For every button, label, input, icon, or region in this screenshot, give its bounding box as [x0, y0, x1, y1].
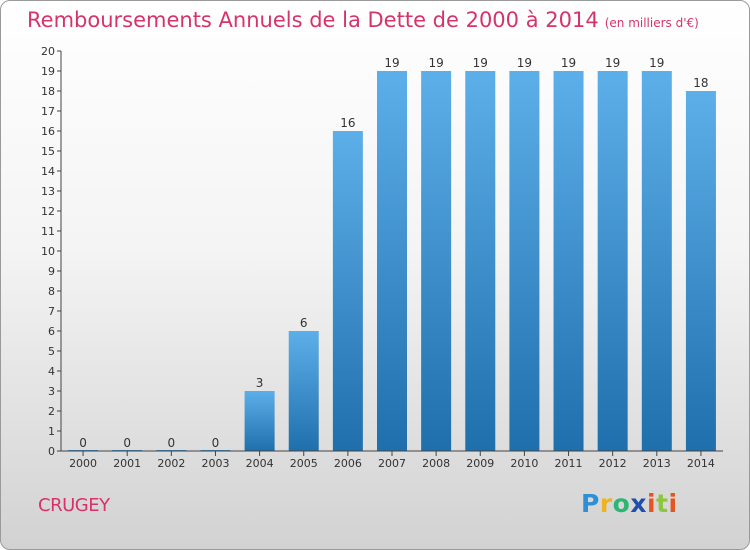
y-tick-label: 17	[41, 105, 55, 118]
y-tick-label: 2	[48, 405, 55, 418]
x-tick-label: 2002	[157, 457, 185, 470]
data-label: 6	[300, 316, 308, 330]
logo-letter: t	[656, 489, 669, 518]
y-tick-label: 11	[41, 225, 55, 238]
chart-title-text: Remboursements Annuels de la Dette de 20…	[27, 8, 599, 32]
logo-letter: P	[581, 489, 600, 518]
bar	[641, 71, 672, 451]
data-label: 19	[649, 56, 664, 70]
y-tick-label: 8	[48, 285, 55, 298]
bar	[332, 131, 363, 451]
y-tick-label: 20	[41, 45, 55, 58]
data-label: 19	[517, 56, 532, 70]
data-label: 18	[693, 76, 708, 90]
data-label: 0	[123, 436, 131, 450]
bar	[597, 71, 628, 451]
data-label: 19	[428, 56, 443, 70]
logo-letter: o	[612, 489, 631, 518]
commune-name: CRUGEY	[38, 495, 110, 516]
y-tick-label: 19	[41, 65, 55, 78]
bar	[244, 391, 275, 451]
x-tick-label: 2003	[201, 457, 229, 470]
x-tick-label: 2000	[69, 457, 97, 470]
x-tick-label: 2006	[334, 457, 362, 470]
data-label: 19	[605, 56, 620, 70]
data-label: 0	[79, 436, 87, 450]
bar	[685, 91, 716, 451]
logo-letter: r	[599, 489, 613, 518]
logo-letter: i	[647, 489, 657, 518]
y-tick-label: 16	[41, 125, 55, 138]
chart-unit: (en milliers d'€)	[604, 16, 699, 30]
y-tick-label: 7	[48, 305, 55, 318]
x-tick-label: 2014	[687, 457, 715, 470]
data-label: 19	[384, 56, 399, 70]
y-tick-label: 5	[48, 345, 55, 358]
x-tick-label: 2012	[599, 457, 627, 470]
data-label: 0	[212, 436, 220, 450]
x-tick-label: 2010	[510, 457, 538, 470]
y-tick-label: 4	[48, 365, 55, 378]
x-tick-label: 2007	[378, 457, 406, 470]
chart-title: Remboursements Annuels de la Dette de 20…	[27, 8, 699, 32]
y-tick-label: 1	[48, 425, 55, 438]
x-tick-label: 2005	[290, 457, 318, 470]
y-tick-label: 6	[48, 325, 55, 338]
x-tick-label: 2009	[466, 457, 494, 470]
y-tick-label: 0	[48, 445, 55, 458]
y-tick-label: 9	[48, 265, 55, 278]
logo-letter: i	[668, 489, 678, 518]
data-label: 19	[561, 56, 576, 70]
data-label: 19	[473, 56, 488, 70]
x-tick-label: 2008	[422, 457, 450, 470]
y-tick-label: 15	[41, 145, 55, 158]
data-label: 16	[340, 116, 355, 130]
bar	[288, 331, 319, 451]
bar	[553, 71, 584, 451]
bar	[465, 71, 496, 451]
x-tick-label: 2004	[246, 457, 274, 470]
y-tick-label: 3	[48, 385, 55, 398]
bar	[509, 71, 540, 451]
y-tick-label: 13	[41, 185, 55, 198]
y-tick-label: 14	[41, 165, 55, 178]
x-tick-label: 2011	[555, 457, 583, 470]
y-tick-label: 10	[41, 245, 55, 258]
bar	[377, 71, 407, 451]
bar	[421, 71, 452, 451]
x-tick-label: 2001	[113, 457, 141, 470]
x-tick-label: 2013	[643, 457, 671, 470]
proxiti-logo[interactable]: Proxiti	[581, 489, 678, 518]
logo-letter: x	[630, 489, 647, 518]
data-label: 0	[168, 436, 176, 450]
y-tick-label: 18	[41, 85, 55, 98]
data-label: 3	[256, 376, 264, 390]
y-tick-label: 12	[41, 205, 55, 218]
